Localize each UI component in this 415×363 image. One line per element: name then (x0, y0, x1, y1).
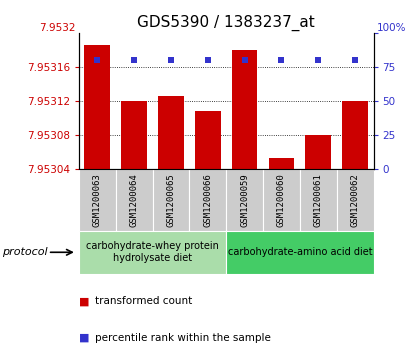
Bar (195, 111, 221, 169)
Bar (226, 169, 263, 231)
Bar (79, 169, 116, 231)
Bar (79, 231, 226, 274)
Text: percentile rank within the sample: percentile rank within the sample (95, 333, 271, 343)
Title: GDS5390 / 1383237_at: GDS5390 / 1383237_at (137, 15, 315, 31)
Bar (300, 169, 337, 231)
Point (352, 57, 359, 63)
Text: ■: ■ (79, 296, 89, 306)
Point (205, 57, 211, 63)
Bar (84, 45, 110, 169)
Text: GSM1200061: GSM1200061 (314, 173, 323, 227)
Bar (189, 169, 226, 231)
Text: GSM1200062: GSM1200062 (351, 173, 359, 227)
Point (94, 57, 100, 63)
Point (131, 57, 137, 63)
Text: transformed count: transformed count (95, 296, 193, 306)
Text: 7.9532: 7.9532 (39, 23, 76, 33)
Bar (121, 101, 147, 169)
Bar (232, 50, 257, 169)
Text: ■: ■ (79, 333, 89, 343)
Bar (305, 135, 331, 169)
Text: carbohydrate-amino acid diet: carbohydrate-amino acid diet (227, 247, 372, 257)
Bar (269, 158, 294, 169)
Bar (152, 169, 189, 231)
Point (168, 57, 174, 63)
Bar (116, 169, 152, 231)
Bar (226, 231, 374, 274)
Bar (342, 101, 368, 169)
Text: GSM1200066: GSM1200066 (203, 173, 212, 227)
Text: GSM1200060: GSM1200060 (277, 173, 286, 227)
Text: GSM1200059: GSM1200059 (240, 173, 249, 227)
Text: carbohydrate-whey protein
hydrolysate diet: carbohydrate-whey protein hydrolysate di… (86, 241, 219, 263)
Text: GSM1200065: GSM1200065 (166, 173, 176, 227)
Point (278, 57, 285, 63)
Bar (158, 97, 184, 169)
Point (241, 57, 248, 63)
Text: GSM1200064: GSM1200064 (129, 173, 139, 227)
Text: 100%: 100% (376, 23, 406, 33)
Bar (263, 169, 300, 231)
Point (315, 57, 322, 63)
Bar (337, 169, 374, 231)
Text: GSM1200063: GSM1200063 (93, 173, 102, 227)
Text: protocol: protocol (2, 247, 48, 257)
